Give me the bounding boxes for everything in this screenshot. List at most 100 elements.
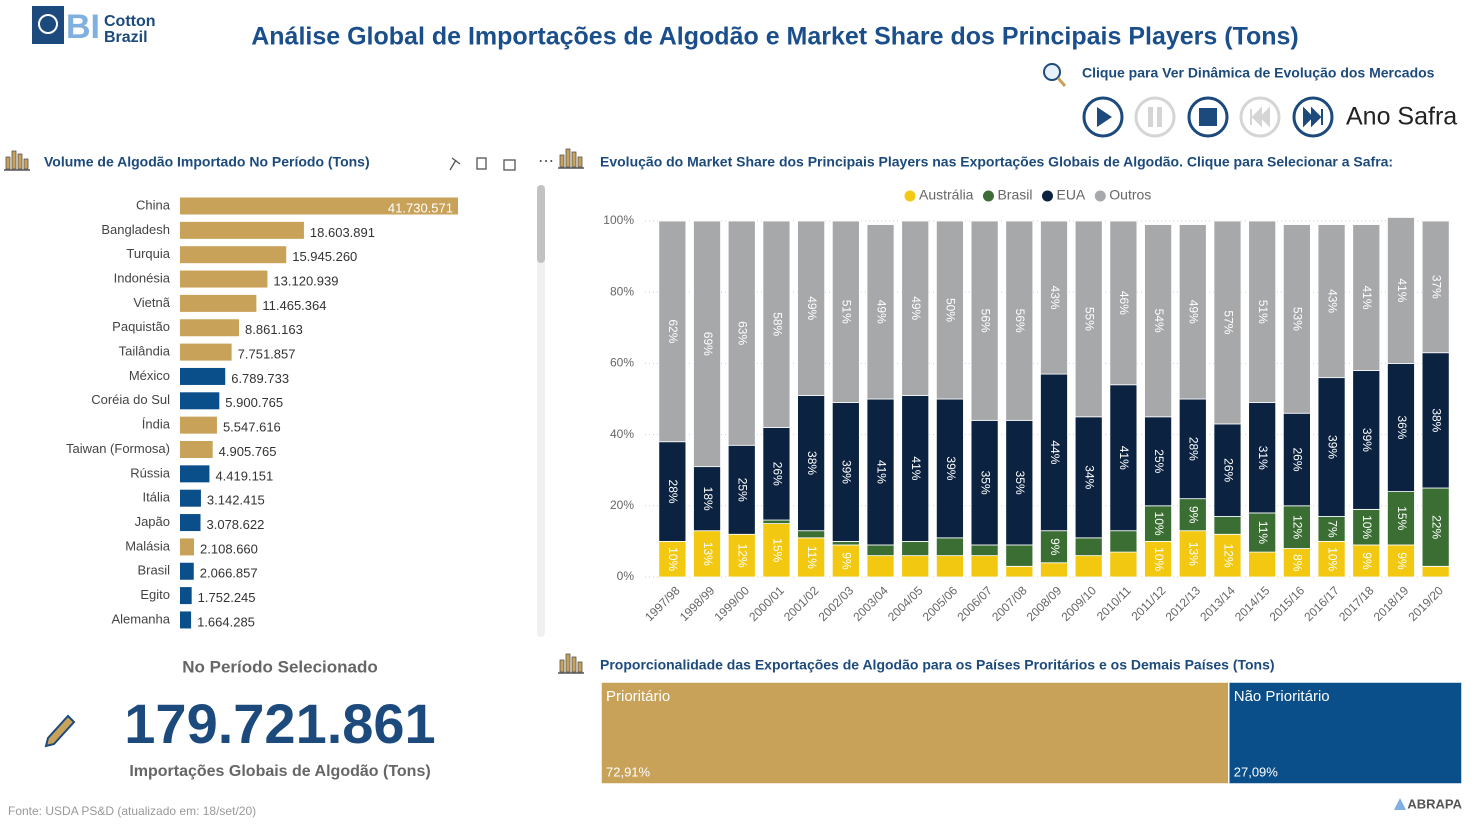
category-label: México xyxy=(129,368,170,383)
pin-icon[interactable] xyxy=(449,157,461,171)
data-label: 55% xyxy=(1083,307,1097,331)
bar-segment xyxy=(935,398,964,539)
bar-segment xyxy=(1040,220,1068,375)
logo-emblem xyxy=(38,14,58,34)
data-label: 7% xyxy=(1325,520,1339,538)
bar-segment xyxy=(1109,384,1138,532)
data-label: 11% xyxy=(805,546,819,569)
pause-button[interactable] xyxy=(1134,96,1176,138)
x-tick-label: 2005/06 xyxy=(920,583,961,624)
legend-label: Outros xyxy=(1109,187,1151,203)
category-label: Rússia xyxy=(130,465,171,480)
tile-value-label: 27,09% xyxy=(1234,764,1279,779)
chart-icon xyxy=(557,650,585,676)
chart-icon xyxy=(3,147,31,173)
y-tick-label: 40% xyxy=(610,427,634,441)
bar-segment xyxy=(1421,220,1450,354)
bar-segment xyxy=(693,466,721,532)
data-label: 9% xyxy=(1048,538,1062,556)
data-label: 22% xyxy=(1429,515,1443,539)
data-label: 36% xyxy=(1395,415,1409,439)
chart-title: Evolução do Market Share dos Principais … xyxy=(600,154,1393,170)
play-button[interactable] xyxy=(1082,96,1124,138)
scrollbar-track[interactable] xyxy=(537,185,545,637)
bar xyxy=(180,319,240,337)
y-tick-label: 20% xyxy=(610,498,634,512)
bar-segment xyxy=(762,427,791,521)
magnifier-icon xyxy=(1043,63,1067,87)
x-tick-label: 2007/08 xyxy=(989,583,1030,624)
bar-segment xyxy=(970,555,999,578)
bar-segment xyxy=(727,444,756,535)
data-label: 10% xyxy=(666,547,680,571)
tile-value-label: 72,91% xyxy=(606,764,651,779)
bar-segment xyxy=(1352,370,1381,510)
data-label: 25% xyxy=(736,478,750,502)
bar-segment xyxy=(1040,373,1068,532)
bar-segment xyxy=(866,224,895,400)
bar-segment xyxy=(866,555,895,578)
bar-segment xyxy=(1387,362,1415,492)
bar-segment xyxy=(1144,505,1173,542)
visual-header-icons: ⋯ xyxy=(449,153,554,171)
bar-segment xyxy=(1109,220,1138,386)
tile-label: Prioritário xyxy=(606,688,670,705)
bar-segment xyxy=(1282,505,1311,549)
bar xyxy=(180,270,268,288)
data-label: 10% xyxy=(1152,512,1166,536)
value-label: 13.120.939 xyxy=(273,273,338,288)
bar-segment xyxy=(1005,419,1034,546)
y-tick-label: 60% xyxy=(610,356,634,370)
bar xyxy=(180,562,194,580)
legend-label: Brasil xyxy=(997,187,1032,203)
value-label: 3.142.415 xyxy=(207,493,265,508)
focus-icon[interactable] xyxy=(503,159,516,171)
data-label: 49% xyxy=(909,296,923,320)
logo-box xyxy=(32,6,64,44)
value-label: 4.905.765 xyxy=(219,444,277,459)
bar xyxy=(180,538,195,556)
x-tick-label: 1997/98 xyxy=(642,583,683,624)
bar-segment xyxy=(1282,412,1311,507)
value-label: 41.730.571 xyxy=(388,200,453,215)
x-tick-label: 2017/18 xyxy=(1336,583,1377,624)
x-tick-label: 2006/07 xyxy=(954,583,995,624)
bar xyxy=(180,221,304,239)
category-label: Vietnã xyxy=(133,295,170,310)
brand-icon xyxy=(1394,798,1406,810)
category-label: Índia xyxy=(142,417,171,432)
data-label: 9% xyxy=(1187,506,1201,524)
x-tick-label: 2016/17 xyxy=(1301,583,1342,624)
previous-button[interactable] xyxy=(1239,96,1281,138)
more-icon[interactable]: ⋯ xyxy=(538,153,554,170)
bar-segment xyxy=(970,419,999,546)
bar-segment xyxy=(727,220,756,446)
next-button[interactable] xyxy=(1292,96,1334,138)
source-note: Fonte: USDA PS&D (atualizado em: 18/set/… xyxy=(8,804,256,818)
play-link[interactable]: Clique para Ver Dinâmica de Evolução dos… xyxy=(1082,65,1435,81)
data-label: 56% xyxy=(978,309,992,333)
stop-button[interactable] xyxy=(1187,96,1229,138)
bar-segment xyxy=(1248,512,1277,553)
y-tick-label: 80% xyxy=(610,284,634,298)
x-tick-label: 2015/16 xyxy=(1267,583,1308,624)
kpi-value: 179.721.861 xyxy=(124,692,435,755)
x-tick-label: 2011/12 xyxy=(1128,583,1168,623)
bar-segment xyxy=(762,523,791,578)
category-label: Indonésia xyxy=(114,270,171,285)
value-label: 18.603.891 xyxy=(310,225,375,240)
data-label: 26% xyxy=(1291,448,1305,472)
bar-segment xyxy=(935,220,964,400)
bar-segment xyxy=(1005,544,1034,567)
data-label: 28% xyxy=(666,480,680,504)
x-tick-label: 2013/14 xyxy=(1197,583,1238,624)
scrollbar-thumb[interactable] xyxy=(537,185,545,263)
data-label: 10% xyxy=(1152,547,1166,571)
bar-segment xyxy=(1074,537,1103,557)
category-label: Bangladesh xyxy=(101,222,170,237)
copy-icon[interactable] xyxy=(476,157,487,170)
logo-text: Brazil xyxy=(104,29,148,46)
legend-marker xyxy=(1041,190,1053,202)
category-label: Tailândia xyxy=(119,344,171,359)
data-label: 44% xyxy=(1048,440,1062,464)
